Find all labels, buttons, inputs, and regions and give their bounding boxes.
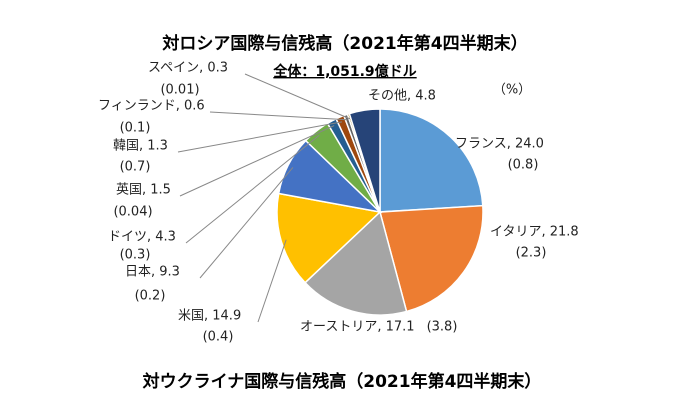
pie-slice [276,192,382,284]
data-label: オーストリア, 17.1 [300,320,415,335]
data-label: イタリア, 21.8 [490,225,579,240]
change-label: (0.7) [120,160,151,175]
data-label: フランス, 24.0 [455,137,544,152]
change-label: (3.8) [427,320,458,335]
leader-line [177,121,343,153]
data-label: フィンランド, 0.6 [98,99,205,114]
pie-slice [304,210,408,316]
change-label: (0.01) [160,83,199,98]
data-label: 米国, 14.9 [178,309,241,324]
leader-line [257,239,287,323]
unit-label: （%） [493,83,531,98]
change-label: (0.3) [120,248,151,263]
leader-line [209,111,348,121]
pie-slice [348,108,381,213]
change-label: (0.4) [203,330,234,345]
leader-line [199,167,294,279]
pie-slice [379,108,484,213]
leader-line [244,73,351,120]
data-label: スペイン, 0.3 [148,61,228,76]
data-label: 韓国, 1.3 [113,139,168,154]
data-label: 英国, 1.5 [116,183,171,198]
change-label: (0.8) [508,158,539,173]
chart-title: 対ロシア国際与信残高（2021年第4四半期末） [161,33,527,54]
data-label: ドイツ, 4.3 [108,230,176,245]
data-label: 日本, 9.3 [125,265,180,280]
change-label: (2.3) [516,246,547,261]
pie-slice [379,204,484,313]
next-chart-title: 対ウクライナ国際与信残高（2021年第4四半期末） [142,371,542,392]
change-label: (0.2) [135,289,166,304]
chart-subtitle: 全体：1,051.9億ドル [272,63,416,80]
data-label: その他, 4.8 [368,89,436,104]
leader-line [179,125,335,197]
change-label: (0.04) [113,205,152,220]
leader-line [185,134,320,244]
change-label: (0.1) [120,121,151,136]
